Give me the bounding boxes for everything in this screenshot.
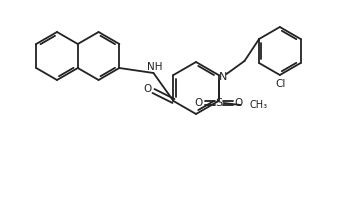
- Text: O: O: [194, 98, 203, 108]
- Text: NH: NH: [147, 62, 162, 72]
- Text: O: O: [143, 84, 152, 94]
- Text: O: O: [234, 98, 243, 108]
- Text: Cl: Cl: [276, 79, 286, 89]
- Text: S: S: [215, 98, 222, 108]
- Text: CH₃: CH₃: [250, 100, 268, 110]
- Text: N: N: [219, 72, 228, 82]
